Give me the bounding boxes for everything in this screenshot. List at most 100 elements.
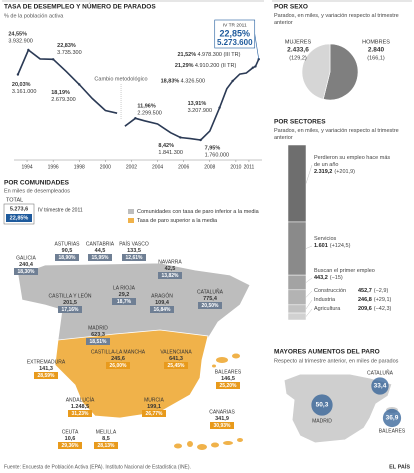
map-island	[174, 443, 182, 449]
region-name: CEUTA	[62, 429, 79, 435]
value-label: 18,83%	[161, 78, 180, 84]
region-rate-box	[68, 410, 92, 417]
region-value: 42,5	[165, 266, 176, 272]
value-label: 7,95%	[205, 145, 221, 151]
sector-value: 2.319,2	[314, 169, 333, 175]
sector-figures: 443,2 (−15)	[314, 275, 343, 282]
sector-change: (+124,5)	[329, 243, 351, 249]
sector-bar	[287, 221, 307, 276]
region-rate: 26,77%	[146, 411, 164, 417]
pie-slice	[322, 43, 359, 101]
total-value: 5.273,6	[10, 206, 28, 212]
region-value: 623,3	[91, 332, 105, 338]
x-tick-label: 2010	[230, 164, 241, 170]
region-name: ARAGÓN	[151, 292, 173, 299]
map-island	[237, 438, 243, 442]
point	[27, 48, 30, 52]
pie-value: 2.840	[368, 47, 385, 54]
unemployment-line	[17, 48, 260, 141]
count-label: 2.679.300	[51, 97, 75, 103]
region-name: MURCIA	[144, 397, 164, 403]
pie-change: (129,2)	[289, 55, 307, 61]
region-rate: 17,16%	[62, 307, 80, 313]
point	[51, 58, 55, 61]
region-value: 1.248,5	[71, 404, 89, 410]
region-name: VALENCIANA	[160, 349, 192, 355]
point	[254, 65, 257, 68]
increase-value: 50,3	[316, 402, 329, 409]
region-value: 240,4	[19, 262, 34, 268]
region-rate: 13,82%	[162, 273, 180, 279]
mini-map	[283, 373, 393, 444]
section-title: MAYORES AUMENTOS DEL PARO	[274, 349, 380, 356]
legend-label: Tasa de paro superior a la media	[137, 218, 218, 224]
region-value: 775,4	[203, 296, 218, 302]
x-tick-label: 1994	[21, 164, 32, 170]
map-island	[187, 441, 193, 447]
increase-name: MADRID	[312, 418, 332, 424]
region-rate: 20,50%	[202, 303, 220, 309]
sector-bar	[287, 144, 307, 223]
sector-value: 452,7	[358, 288, 372, 294]
region-name: ANDALUCÍA	[66, 396, 95, 403]
count-label: 4.326.500	[181, 78, 205, 84]
sector-bar	[287, 289, 307, 306]
highlight-period: IV TR 2011	[223, 22, 247, 28]
region-value: 109,4	[155, 300, 170, 306]
leader	[305, 290, 313, 298]
sector-change: (−15)	[329, 275, 343, 281]
chart-title: TASA DE DESEMPLEO Y NÚMERO DE PARADOS	[4, 2, 156, 11]
x-tick-label: 2004	[152, 164, 163, 170]
sector-value: 1.601	[314, 243, 328, 249]
region-value: 44,5	[95, 248, 106, 254]
count-label: 4.910.200 (II TR)	[195, 63, 237, 69]
region-rate: 25,20%	[220, 383, 238, 389]
x-tick-label: 2002	[126, 164, 137, 170]
region-name: CASTILLA-LA MANCHA	[91, 349, 146, 355]
point	[78, 83, 81, 86]
sector-name: Industria	[314, 297, 336, 303]
map-south	[54, 329, 209, 419]
increase-name: BALEARES	[379, 428, 406, 434]
increase-bubble	[382, 408, 402, 428]
sector-change: (−42,3)	[373, 306, 392, 312]
value-label: 11,96%	[137, 104, 155, 110]
region-name: LA RIOJA	[113, 285, 136, 291]
map-island	[216, 357, 228, 363]
x-tick-label: 2000	[100, 164, 111, 170]
pie-change: (166,1)	[367, 55, 385, 61]
sector-bar	[287, 304, 307, 314]
sector-value: 209,6	[358, 306, 372, 312]
region-rate: 28,59%	[38, 373, 56, 379]
region-name: CANTABRIA	[86, 241, 115, 247]
value-label: 20,03%	[12, 82, 31, 88]
region-value: 29,2	[119, 292, 130, 298]
region-value: 245,6	[111, 356, 125, 362]
value-label: 21,29%	[175, 63, 194, 69]
count-label: 1.760.000	[205, 152, 229, 158]
count-label: 3.207.900	[188, 108, 212, 114]
sector-figures: 452,7 (−2,9)	[358, 288, 388, 295]
sector-figures: 1.601 (+124,5)	[314, 243, 350, 250]
region-rate: 29,36%	[62, 443, 80, 449]
x-tick-label: 2008	[204, 164, 215, 170]
region-rate-box	[94, 442, 118, 449]
sector-value: 246,8	[358, 297, 372, 303]
count-label: 3.161.000	[12, 89, 36, 95]
sector-name: Buscan el primer empleo	[314, 268, 375, 274]
sector-name: Servicios	[314, 236, 337, 242]
region-rate-box	[122, 254, 146, 261]
region-rate-box	[58, 442, 82, 449]
region-name: BALEARES	[215, 369, 242, 375]
region-value: 133,5	[127, 248, 141, 254]
region-rate: 15,95%	[92, 255, 110, 261]
region-rate-box	[14, 268, 38, 275]
map-island	[211, 442, 219, 448]
region-rate-box	[216, 382, 240, 389]
leader	[305, 299, 313, 310]
legend-label: Comunidades con tasa de paro inferior a …	[137, 209, 260, 215]
increase-bubble	[311, 394, 333, 416]
region-rate-box	[150, 306, 174, 313]
point	[218, 106, 221, 109]
region-value: 641,3	[169, 356, 183, 362]
